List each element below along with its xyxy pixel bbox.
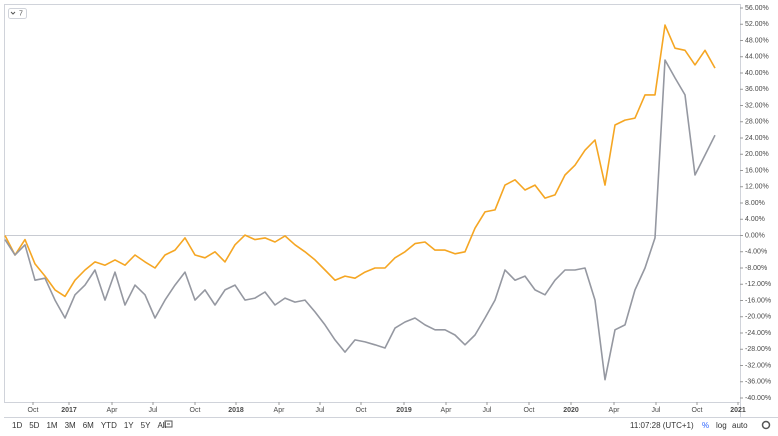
range-button[interactable]: 5Y [141, 421, 151, 430]
range-button[interactable]: 1M [46, 421, 57, 430]
clock: 11:07:28 (UTC+1) [630, 421, 694, 430]
y-tick-label: 12.00% [745, 184, 769, 191]
x-tick-label: Jul [483, 407, 492, 414]
x-tick-label: Oct [356, 407, 367, 414]
y-tick-label: -12.00% [745, 281, 771, 288]
range-button[interactable]: 1D [12, 421, 22, 430]
x-tick-label: Apr [274, 407, 286, 414]
x-tick-label: Jul [149, 407, 158, 414]
x-tick-label: 2017 [61, 407, 77, 414]
x-tick-label: Jul [316, 407, 325, 414]
y-tick-label: 48.00% [745, 37, 769, 44]
legend-toggle-box [8, 8, 27, 19]
y-tick-label: 28.00% [745, 119, 769, 126]
y-tick-label: 24.00% [745, 135, 769, 142]
x-tick-label: 2020 [563, 407, 579, 414]
legend-toggle-count: 7 [19, 10, 23, 17]
y-tick-label: 8.00% [745, 200, 765, 207]
x-tick-label: Apr [609, 407, 621, 414]
x-tick-label: Apr [441, 407, 453, 414]
range-button[interactable]: YTD [101, 421, 117, 430]
y-tick-label: -20.00% [745, 314, 771, 321]
x-tick-label: 2018 [228, 407, 244, 414]
y-tick-label: -40.00% [745, 395, 771, 402]
range-button[interactable]: 1Y [124, 421, 134, 430]
y-tick-label: -28.00% [745, 346, 771, 353]
y-tick-label: -36.00% [745, 379, 771, 386]
log-toggle[interactable]: log [716, 421, 727, 430]
auto-toggle[interactable]: auto [732, 421, 748, 430]
y-tick-label: 52.00% [745, 21, 769, 28]
x-tick-label: Jul [652, 407, 661, 414]
y-tick-label: -24.00% [745, 330, 771, 337]
x-tick-label: Oct [28, 407, 39, 414]
y-tick-label: 32.00% [745, 102, 769, 109]
y-tick-label: 20.00% [745, 151, 769, 158]
y-tick-label: 4.00% [745, 216, 765, 223]
y-tick-label: 36.00% [745, 86, 769, 93]
range-button[interactable]: 3M [65, 421, 76, 430]
range-button[interactable]: All [157, 421, 166, 430]
x-tick-label: 2019 [396, 407, 412, 414]
compare-icon[interactable] [164, 420, 173, 428]
y-tick-label: 40.00% [745, 70, 769, 77]
toolbar: 11:07:28 (UTC+1) % log auto 1D 5D 1M 3M 6M YT… [12, 420, 771, 430]
y-tick-label: 0.00% [745, 232, 765, 239]
x-tick-label: 2021 [730, 407, 746, 414]
y-tick-label: -4.00% [745, 249, 767, 256]
settings-icon[interactable] [761, 420, 771, 430]
y-tick-label: 44.00% [745, 54, 769, 61]
y-tick-label: -8.00% [745, 265, 767, 272]
y-tick-label: 16.00% [745, 167, 769, 174]
y-tick-label: 56.00% [745, 5, 769, 12]
range-button[interactable]: 6M [83, 421, 94, 430]
x-tick-label: Apr [107, 407, 119, 414]
x-tick-label: Oct [190, 407, 201, 414]
plot-frame [4, 4, 741, 403]
percent-toggle[interactable]: % [702, 421, 709, 430]
x-tick-label: Oct [524, 407, 535, 414]
range-button[interactable]: 5D [29, 421, 39, 430]
series-line [4, 59, 716, 381]
x-tick-label: Oct [692, 407, 703, 414]
chevron-icon [10, 11, 16, 15]
series-line [4, 24, 716, 298]
legend-toggle[interactable]: 7 [8, 8, 27, 19]
y-tick-label: -32.00% [745, 362, 771, 369]
y-tick-label: -16.00% [745, 297, 771, 304]
